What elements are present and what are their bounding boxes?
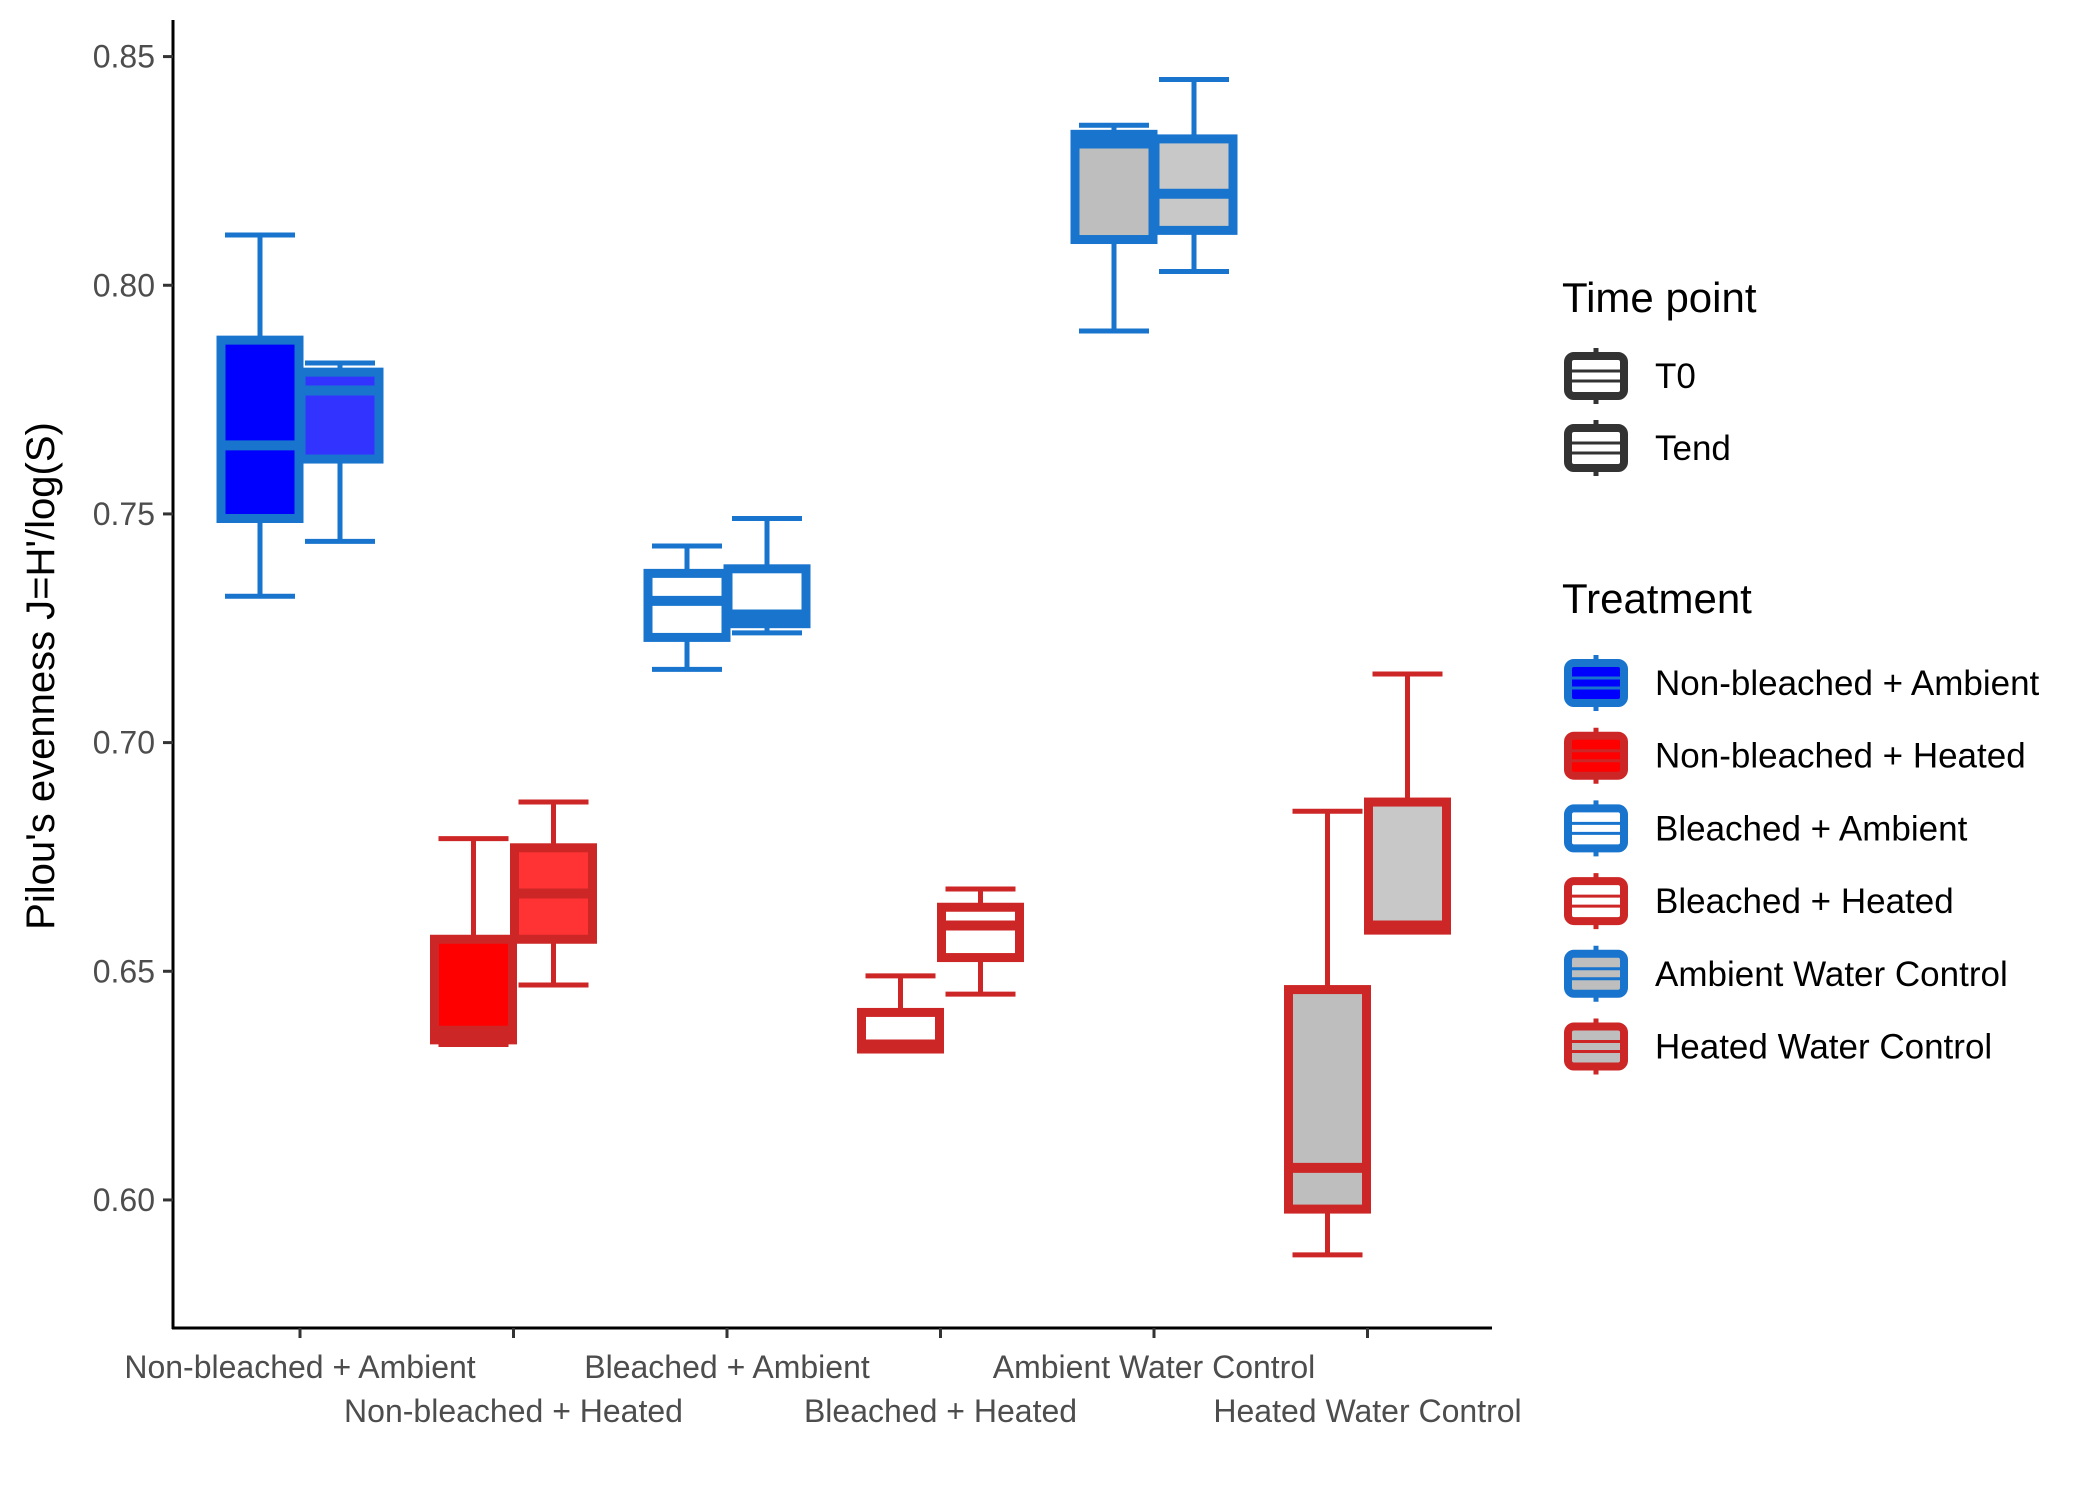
legend-key-non-bleached-heated-box: [1564, 731, 1628, 780]
legend-key-bleached-ambient: [1564, 800, 1628, 857]
x-tick-label: Non-bleached + Ambient: [124, 1349, 475, 1385]
box-ambient-water-control-tend: [1150, 76, 1238, 275]
x-tick-label: Bleached + Ambient: [584, 1349, 870, 1385]
plot-area: [216, 76, 1451, 1258]
x-tick-label: Heated Water Control: [1213, 1393, 1521, 1429]
box-non-bleached-heated-t0: [430, 836, 517, 1047]
axes: 0.60 0.65 0.70 0.75 0.80 0.85 Non-bleached + A…: [93, 20, 1522, 1429]
legend-label-bleached-heated: Bleached + Heated: [1655, 882, 1954, 921]
box-non-bleached-heated-tend: [510, 799, 597, 988]
legend-label-tend: Tend: [1655, 429, 1731, 468]
legend-key-ambient-water-control: [1564, 945, 1628, 1002]
box-non-bleached-ambient-tend-iqr-box: [296, 367, 384, 464]
x-tick-label: Ambient Water Control: [993, 1349, 1315, 1385]
box-bleached-heated-tend-iqr-box: [937, 902, 1024, 963]
legend-key-ambient-water-control-box: [1564, 949, 1628, 998]
box-heated-water-control-t0-iqr-box: [1284, 985, 1371, 1214]
box-heated-water-control-tend: [1364, 671, 1451, 935]
box-bleached-ambient-tend: [723, 516, 811, 636]
legend-key-bleached-heated: [1564, 873, 1628, 930]
x-tick-label: Non-bleached + Heated: [344, 1393, 683, 1429]
legend-key-tend-box: [1564, 424, 1628, 472]
box-non-bleached-ambient-t0: [216, 232, 304, 599]
legend-label-t0: T0: [1655, 357, 1696, 396]
legend-key-tend: [1564, 420, 1628, 476]
box-heated-water-control-t0: [1284, 808, 1371, 1258]
box-ambient-water-control-tend-iqr-box: [1150, 134, 1238, 235]
y-tick-label: 0.60: [93, 1182, 155, 1218]
box-bleached-heated-tend: [937, 886, 1024, 997]
box-bleached-ambient-t0: [643, 543, 731, 672]
box-bleached-heated-t0: [857, 973, 944, 1054]
y-tick-label: 0.75: [93, 496, 155, 532]
box-ambient-water-control-t0-iqr-box: [1070, 129, 1158, 245]
legend-key-bleached-heated-box: [1564, 877, 1628, 926]
legend-time-point-title: Time point: [1562, 274, 1757, 321]
box-ambient-water-control-t0: [1070, 122, 1158, 334]
box-non-bleached-ambient-tend: [296, 360, 384, 544]
legend-label-non-bleached-ambient: Non-bleached + Ambient: [1655, 664, 2040, 703]
y-axis-title: Pilou's evenness J=H'/log(S): [19, 422, 63, 930]
legend-treatment-title: Treatment: [1562, 575, 1752, 622]
y-tick-label: 0.65: [93, 953, 155, 989]
legend-label-bleached-ambient: Bleached + Ambient: [1655, 809, 1968, 848]
legend-label-heated-water-control: Heated Water Control: [1655, 1028, 1992, 1067]
y-tick-label: 0.80: [93, 267, 155, 303]
legend-key-non-bleached-ambient: [1564, 655, 1628, 711]
legend-key-t0: [1564, 348, 1628, 404]
legend-key-heated-water-control-box: [1564, 1022, 1628, 1071]
legend-key-heated-water-control: [1564, 1018, 1628, 1075]
legend-key-bleached-ambient-box: [1564, 804, 1628, 853]
y-tick-label: 0.85: [93, 39, 155, 75]
legend-key-t0-box: [1564, 352, 1628, 400]
legend: Time point Treatment T0 Tend Non-bleached …: [1562, 274, 2040, 1075]
legend-key-non-bleached-ambient-box: [1564, 659, 1628, 707]
box-non-bleached-heated-t0-iqr-box: [430, 934, 517, 1045]
box-non-bleached-ambient-t0-iqr-box: [216, 335, 304, 524]
x-tick-label: Bleached + Heated: [804, 1393, 1077, 1429]
y-tick-label: 0.70: [93, 725, 155, 761]
legend-label-ambient-water-control: Ambient Water Control: [1655, 955, 2008, 994]
box-heated-water-control-tend-iqr-box: [1364, 797, 1451, 935]
legend-key-non-bleached-heated: [1564, 727, 1628, 784]
legend-label-non-bleached-heated: Non-bleached + Heated: [1655, 737, 2026, 776]
